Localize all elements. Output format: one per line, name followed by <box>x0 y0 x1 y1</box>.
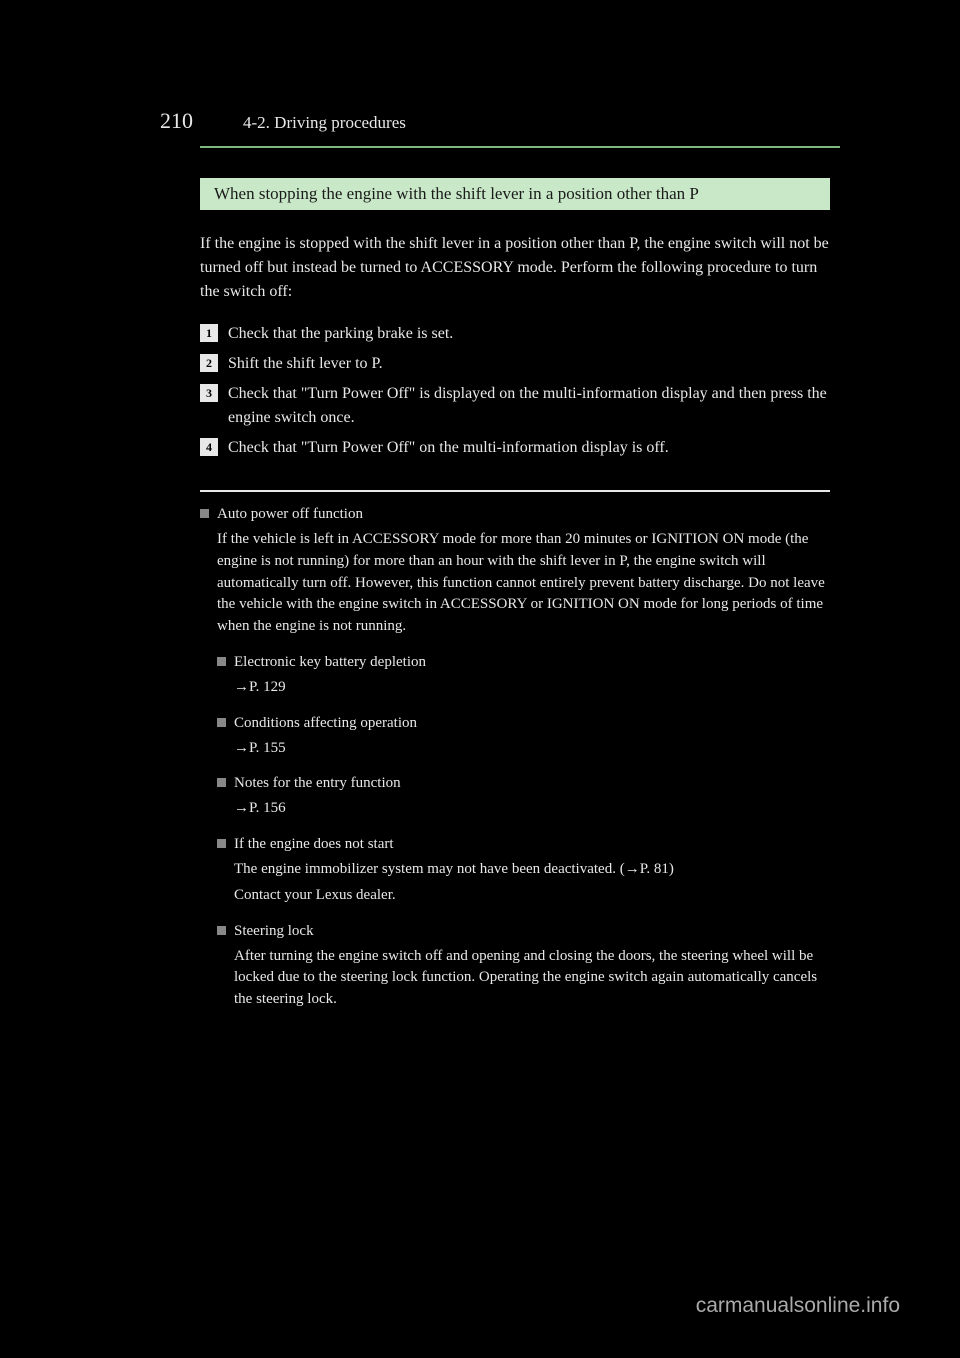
note-header: If the engine does not start <box>217 834 830 855</box>
note-title: Conditions affecting operation <box>234 713 417 734</box>
note-body: →P. 156 <box>234 798 830 820</box>
note-paragraph: →P. 155 <box>234 738 830 760</box>
note-body: After turning the engine switch off and … <box>234 946 830 1011</box>
header-divider <box>200 146 840 148</box>
note-title: Notes for the entry function <box>234 773 401 794</box>
note-paragraph: →P. 129 <box>234 677 830 699</box>
step-item: 3 Check that "Turn Power Off" is display… <box>200 382 830 430</box>
step-text: Check that "Turn Power Off" is displayed… <box>228 382 830 430</box>
note-header: Notes for the entry function <box>217 773 830 794</box>
footer-watermark: carmanualsonline.info <box>696 1294 900 1318</box>
bullet-icon <box>217 657 226 666</box>
bullet-icon <box>217 718 226 727</box>
note-title: Steering lock <box>234 921 314 942</box>
bullet-icon <box>200 509 209 518</box>
note-section: Electronic key battery depletion →P. 129 <box>217 652 830 699</box>
numbered-steps: 1 Check that the parking brake is set. 2… <box>200 322 830 460</box>
note-body: If the vehicle is left in ACCESSORY mode… <box>217 529 830 638</box>
bullet-icon <box>217 839 226 848</box>
step-text: Check that the parking brake is set. <box>228 322 453 346</box>
step-number-icon: 4 <box>200 438 218 456</box>
note-paragraph: If the vehicle is left in ACCESSORY mode… <box>217 529 830 638</box>
page-header: 210 4-2. Driving procedures <box>0 0 960 134</box>
note-paragraph: Contact your Lexus dealer. <box>234 885 830 907</box>
section-title: When stopping the engine with the shift … <box>200 178 830 210</box>
note-paragraph: →P. 156 <box>234 798 830 820</box>
main-content: When stopping the engine with the shift … <box>0 178 960 1011</box>
step-item: 4 Check that "Turn Power Off" on the mul… <box>200 436 830 460</box>
step-item: 2 Shift the shift lever to P. <box>200 352 830 376</box>
note-section: Notes for the entry function →P. 156 <box>217 773 830 820</box>
note-paragraph: After turning the engine switch off and … <box>234 946 830 1011</box>
note-body: →P. 129 <box>234 677 830 699</box>
note-paragraph: The engine immobilizer system may not ha… <box>234 859 830 881</box>
note-header: Electronic key battery depletion <box>217 652 830 673</box>
section-divider <box>200 490 830 492</box>
note-title: If the engine does not start <box>234 834 394 855</box>
step-number-icon: 1 <box>200 324 218 342</box>
note-body: →P. 155 <box>234 738 830 760</box>
step-number-icon: 2 <box>200 354 218 372</box>
page-number: 210 <box>160 108 193 134</box>
note-body: The engine immobilizer system may not ha… <box>234 859 830 907</box>
note-header: Conditions affecting operation <box>217 713 830 734</box>
intro-paragraph: If the engine is stopped with the shift … <box>200 232 830 304</box>
note-section: If the engine does not start The engine … <box>217 834 830 907</box>
step-number-icon: 3 <box>200 384 218 402</box>
step-item: 1 Check that the parking brake is set. <box>200 322 830 346</box>
bullet-icon <box>217 926 226 935</box>
note-title: Electronic key battery depletion <box>234 652 426 673</box>
note-header: Steering lock <box>217 921 830 942</box>
bullet-icon <box>217 778 226 787</box>
step-text: Check that "Turn Power Off" on the multi… <box>228 436 669 460</box>
section-path: 4-2. Driving procedures <box>243 113 406 133</box>
note-title: Auto power off function <box>217 504 363 525</box>
step-text: Shift the shift lever to P. <box>228 352 383 376</box>
note-header: Auto power off function <box>200 504 830 525</box>
note-section: Auto power off function If the vehicle i… <box>200 504 830 638</box>
note-section: Steering lock After turning the engine s… <box>217 921 830 1011</box>
note-section: Conditions affecting operation →P. 155 <box>217 713 830 760</box>
